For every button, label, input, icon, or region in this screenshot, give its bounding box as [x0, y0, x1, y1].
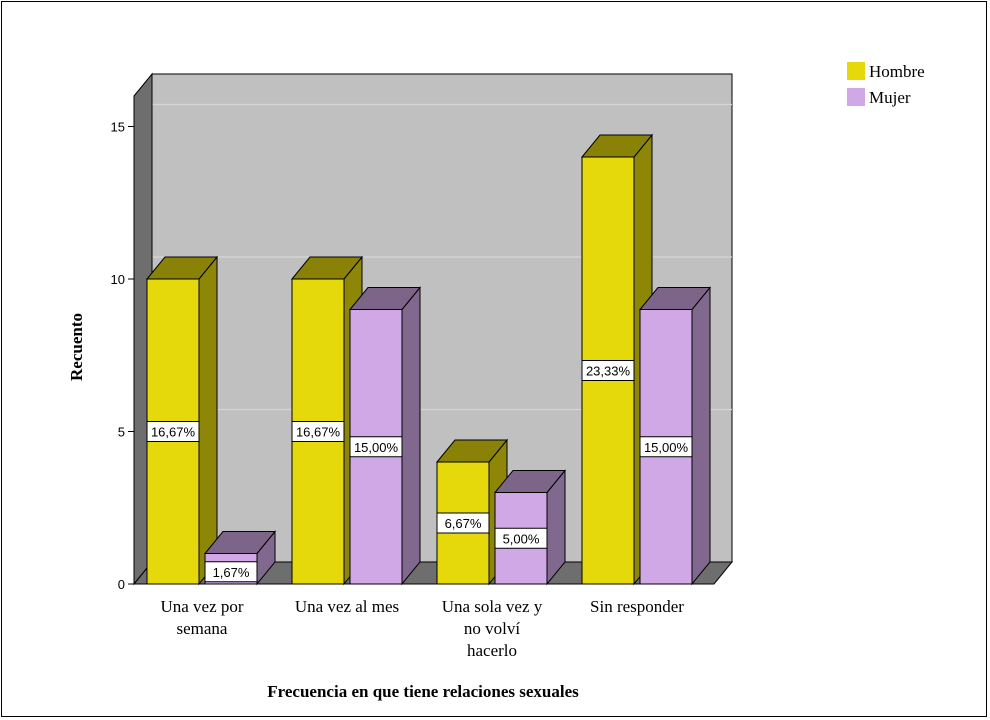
data-label: 16,67% — [291, 421, 345, 442]
data-label-text: 1,67% — [213, 565, 250, 580]
data-label-box — [639, 436, 693, 458]
x-category-label: no volví — [464, 619, 520, 638]
data-label-text: 15,00% — [644, 440, 689, 455]
y-tick-label: 5 — [118, 425, 125, 440]
data-label-text: 16,67% — [151, 425, 196, 440]
data-label: 6,67% — [436, 512, 490, 534]
data-label-box — [349, 436, 403, 458]
data-label-box — [291, 421, 345, 442]
legend-label: Mujer — [869, 88, 911, 107]
data-labels-group: 16,67% 1,67% 16,67% 15,00% 6,67% 5,00% 23,33% 1… — [146, 360, 693, 583]
bar-hombre — [145, 255, 219, 586]
bar-mujer — [348, 286, 422, 586]
data-label-text: 16,67% — [296, 425, 341, 440]
data-label-box — [494, 527, 548, 549]
x-categories-group: Una vez por semana Una vez al mes Una sola … — [160, 597, 684, 660]
data-label: 15,00% — [639, 436, 693, 458]
legend-label: Hombre — [869, 62, 925, 81]
data-label: 16,67% — [146, 421, 200, 442]
data-label-text: 23,33% — [586, 364, 631, 379]
data-label: 5,00% — [494, 527, 548, 549]
x-category-label: Una vez por — [160, 597, 243, 616]
y-ticks-group: 0 5 10 15 — [111, 120, 134, 592]
x-axis-title: Frecuencia en que tiene relaciones sexua… — [267, 682, 579, 701]
y-tick-label: 15 — [111, 120, 125, 135]
bar-mujer — [493, 469, 567, 586]
data-label: 15,00% — [349, 436, 403, 458]
x-category-label: Sin responder — [590, 597, 684, 616]
legend-swatch — [847, 62, 865, 80]
data-label-box — [146, 421, 200, 442]
bar-mujer — [638, 286, 712, 586]
data-label-box — [581, 360, 635, 381]
legend: Hombre Mujer — [847, 62, 925, 107]
data-label-box — [436, 512, 490, 534]
bar-side — [691, 286, 711, 586]
data-label: 1,67% — [204, 561, 258, 583]
legend-swatch — [847, 88, 865, 106]
data-label-text: 6,67% — [445, 516, 482, 531]
y-axis-title: Recuento — [67, 313, 86, 381]
y-tick-label: 0 — [118, 577, 125, 592]
data-label: 23,33% — [581, 360, 635, 381]
x-category-label: Una vez al mes — [295, 597, 399, 616]
x-category-label: Una sola vez y — [442, 597, 543, 616]
data-label-text: 15,00% — [354, 440, 399, 455]
x-category-label: semana — [177, 619, 228, 638]
y-tick-label: 10 — [111, 272, 125, 287]
bar-side — [198, 255, 218, 586]
data-label-box — [204, 561, 258, 583]
bar-side — [401, 286, 421, 586]
x-category-label: hacerlo — [467, 641, 517, 660]
data-label-text: 5,00% — [503, 531, 540, 546]
